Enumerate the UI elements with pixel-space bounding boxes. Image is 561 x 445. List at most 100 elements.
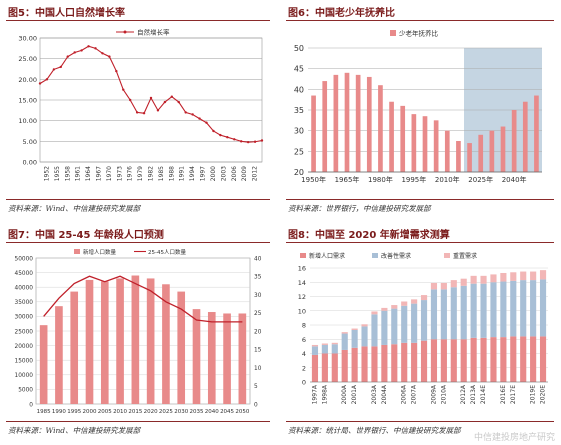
- stacked-bar-segment: [500, 281, 507, 338]
- figure-7-title: 图7：中国 25-45 年龄段人口预测: [8, 230, 164, 241]
- figure-8-title: 图8：中国至 2020 年新增需求测算: [288, 230, 450, 241]
- y-tick-label: 8: [302, 322, 306, 330]
- stacked-bar-segment: [430, 282, 438, 290]
- x-tick-label: 2014E: [480, 385, 487, 404]
- x-tick-label: 1973: [116, 166, 123, 181]
- x-tick-label: 2010A: [440, 384, 447, 404]
- bar: [333, 74, 339, 172]
- stacked-bar-segment: [401, 342, 408, 382]
- legend-swatch: [372, 253, 378, 258]
- y-tick-label: 45: [294, 65, 304, 74]
- x-tick-label: 1985: [158, 166, 165, 181]
- y-left-tick-label: 5000: [18, 388, 33, 394]
- x-tick-label: 2040: [205, 409, 219, 415]
- figure-7-chart: 0500010000150002000025000300003500040000…: [15, 248, 262, 415]
- stacked-bar-segment: [480, 337, 487, 382]
- bar: [511, 110, 517, 172]
- y-right-tick-label: 10: [254, 366, 262, 372]
- legend-label: 少老年抚养比: [399, 29, 439, 38]
- x-tick-label: 2040年: [502, 175, 527, 184]
- figure-6-rule: [286, 20, 554, 21]
- y-left-tick-label: 0: [29, 402, 33, 408]
- stacked-bar-segment: [460, 285, 467, 340]
- x-tick-label: 1979: [137, 166, 144, 181]
- stacked-bar-segment: [440, 289, 447, 340]
- x-tick-label: 2005: [98, 409, 112, 415]
- x-tick-label: 1998A: [321, 384, 328, 404]
- y-tick-label: 0.00: [23, 159, 37, 167]
- stacked-bar-segment: [371, 311, 378, 315]
- legend-marker: [123, 30, 127, 34]
- y-right-tick-label: 20: [254, 329, 262, 335]
- x-tick-label: 1950年: [301, 175, 326, 184]
- stacked-bar-segment: [539, 279, 547, 337]
- stacked-bar-segment: [391, 308, 398, 345]
- y-tick-label: 16: [298, 265, 306, 273]
- figure-7-bottom-rule: [6, 421, 270, 422]
- stacked-bar-segment: [539, 336, 547, 382]
- stacked-bar-segment: [341, 332, 348, 334]
- x-tick-label: 2007A: [411, 384, 418, 404]
- y-tick-label: 0: [302, 379, 306, 387]
- data-point: [219, 133, 222, 137]
- bar: [177, 291, 186, 404]
- y-tick-label: 35: [294, 106, 304, 115]
- x-tick-label: 1970: [106, 166, 113, 181]
- bar: [162, 284, 170, 404]
- x-tick-label: 2009: [241, 166, 248, 181]
- x-tick-label: 2000: [210, 166, 217, 181]
- stacked-bar-segment: [351, 329, 358, 348]
- y-right-tick-label: 30: [254, 293, 262, 299]
- data-point: [246, 140, 250, 144]
- stacked-bar-segment: [430, 289, 438, 340]
- x-tick-label: 1994: [189, 166, 196, 181]
- x-tick-label: 1997: [200, 166, 207, 181]
- x-tick-label: 1961: [75, 166, 82, 181]
- data-point: [59, 65, 63, 69]
- stacked-bar-segment: [490, 282, 497, 338]
- stacked-bar-segment: [361, 324, 368, 327]
- data-point: [184, 111, 187, 114]
- x-tick-label: 1952: [43, 166, 50, 181]
- stacked-bar-segment: [490, 337, 497, 382]
- data-point: [108, 55, 111, 58]
- data-point: [177, 100, 180, 104]
- stacked-bar-segment: [520, 271, 527, 281]
- x-tick-label: 2030: [174, 409, 188, 415]
- stacked-bar-segment: [539, 270, 547, 280]
- y-left-tick-label: 40000: [15, 286, 34, 292]
- stacked-bar-segment: [530, 271, 537, 281]
- x-tick-label: 2016E: [500, 385, 507, 404]
- figure-6-source: 资料来源：世界银行，中信建投研究发展部: [288, 204, 431, 213]
- stacked-bar-segment: [510, 280, 517, 337]
- stacked-bar-segment: [401, 305, 408, 343]
- legend-label: 25-45人口数量: [148, 248, 186, 256]
- legend-swatch: [300, 253, 306, 258]
- x-tick-label: 1990: [52, 409, 66, 415]
- stacked-bar-segment: [480, 283, 487, 338]
- legend-label: 自然增长率: [137, 28, 170, 37]
- stacked-bar-segment: [361, 326, 368, 347]
- watermark: 中信建投房地产研究: [473, 433, 555, 443]
- bar: [422, 116, 428, 172]
- figure-8-bottom-rule: [286, 421, 554, 422]
- figure-5-title: 图5：中国人口自然增长率: [8, 8, 125, 19]
- bar: [366, 76, 372, 172]
- stacked-bar-segment: [480, 275, 487, 284]
- figure-5-chart: 0.00 5.00 10.00 15.00 20.00 25.00 30.00 1952 195…: [18, 28, 264, 181]
- x-tick-label: 2006: [231, 166, 238, 181]
- stacked-bar-segment: [331, 344, 338, 354]
- stacked-bar-segment: [321, 353, 328, 382]
- x-tick-label: 2003A: [371, 384, 378, 404]
- data-point: [149, 96, 153, 100]
- bar: [55, 306, 63, 404]
- y-tick-label: 12: [298, 293, 306, 301]
- stacked-bar-segment: [530, 336, 537, 382]
- figure-6-title: 图6：中国老少年抚养比: [288, 8, 395, 19]
- stacked-bar-segment: [500, 337, 507, 382]
- x-tick-label: 1995年: [401, 175, 426, 184]
- legend-label: 新增人口需求: [309, 252, 345, 260]
- y-tick-label: 15.00: [18, 97, 37, 105]
- stacked-bar-segment: [450, 287, 457, 340]
- x-tick-label: 1997A: [311, 384, 318, 404]
